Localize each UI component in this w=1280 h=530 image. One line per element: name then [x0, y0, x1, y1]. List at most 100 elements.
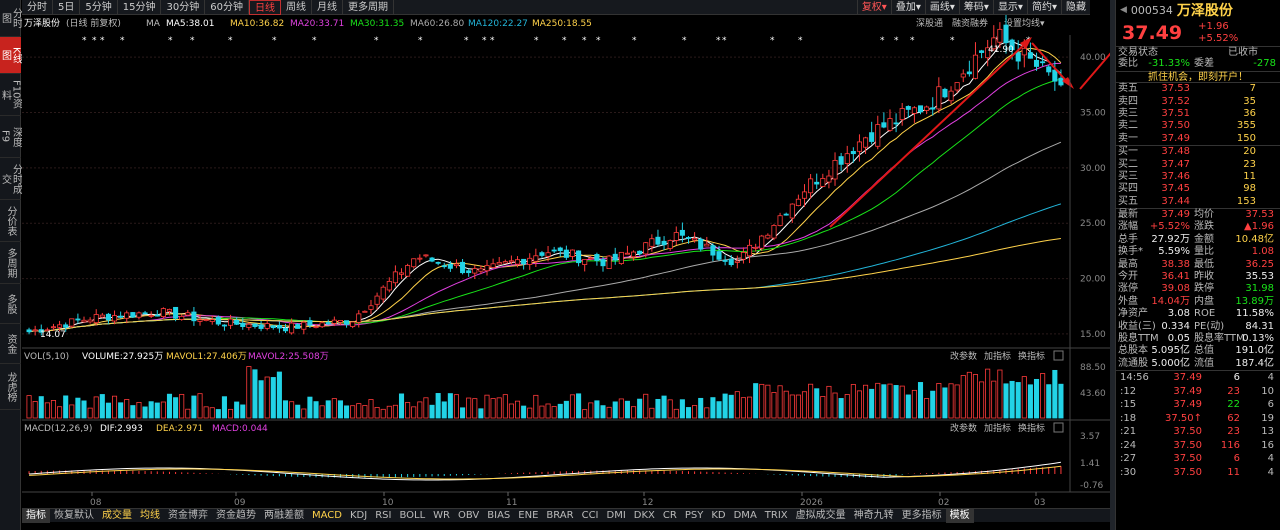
period-tab-1[interactable]: 5日	[53, 0, 81, 15]
indicator-tab-4[interactable]: 资金博弈	[168, 509, 208, 521]
indicator-tab-1[interactable]: 恢复默认	[54, 509, 94, 521]
candle	[380, 286, 386, 300]
indicator-tab-19[interactable]: CR	[662, 509, 677, 521]
volume-bar	[246, 366, 252, 419]
volume-bar	[783, 390, 789, 419]
volume-bar	[753, 383, 759, 419]
left-tab-1[interactable]: K线图	[0, 37, 22, 74]
left-tab-5[interactable]: 分价表	[0, 200, 21, 242]
indicator-tab-2[interactable]: 成交量	[102, 509, 132, 521]
tool-3[interactable]: 筹码▾	[958, 0, 993, 15]
indicator-tab-16[interactable]: CCI	[581, 509, 599, 521]
panel-btn-0-0[interactable]: 改参数	[950, 350, 977, 362]
period-tab-7[interactable]: 周线	[281, 0, 312, 15]
signal-star: *	[894, 36, 899, 46]
tool-5[interactable]: 简约▾	[1026, 0, 1061, 15]
kline-chart[interactable]: 万泽股份 (日线 前复权) MA MA5:38.01 MA10:36.82 MA…	[22, 15, 1110, 515]
candle	[551, 249, 557, 252]
candle	[63, 324, 69, 328]
chart-link-1[interactable]: 融资融券	[952, 17, 988, 29]
volume-bar	[747, 396, 753, 419]
volume-bar	[917, 382, 924, 419]
candle	[710, 245, 716, 256]
panel-btn-1-2[interactable]: 换指标	[1018, 422, 1045, 434]
chart-link-2[interactable]: 设置均线▾	[1004, 17, 1045, 29]
left-tab-4[interactable]: 分时成交	[0, 158, 22, 200]
indicator-tab-14[interactable]: ENE	[518, 509, 539, 521]
period-tab-0[interactable]: 分时	[22, 0, 53, 15]
open-account-ad[interactable]: 抓住机会，即刻开户！	[1116, 70, 1280, 84]
left-tab-3[interactable]: 深度F9	[0, 116, 22, 158]
candle	[771, 225, 777, 239]
volume-bar	[252, 369, 258, 419]
left-tab-2[interactable]: F10资料	[0, 74, 22, 116]
period-tab-3[interactable]: 15分钟	[118, 0, 162, 15]
indicator-tab-26[interactable]: 更多指标	[901, 509, 942, 521]
indicator-tab-13[interactable]: BIAS	[487, 509, 511, 521]
tool-0[interactable]: 复权▾	[856, 0, 891, 15]
period-tab-6[interactable]: 日线	[248, 0, 281, 15]
candle	[612, 253, 618, 261]
chart-link-0[interactable]: 深股通	[916, 18, 943, 29]
candle	[93, 314, 99, 324]
volume-bar	[527, 407, 533, 419]
indicator-tab-12[interactable]: OBV	[458, 509, 480, 521]
volume-bar	[887, 383, 893, 419]
volume-bar	[844, 394, 850, 419]
indicator-tab-20[interactable]: PSY	[684, 509, 704, 521]
svg-text:MAVOL1:27.406万: MAVOL1:27.406万	[166, 352, 247, 362]
indicator-tab-24[interactable]: 虚拟成交量	[795, 509, 846, 521]
left-tab-8[interactable]: 资金	[0, 324, 21, 364]
indicator-tab-10[interactable]: BOLL	[399, 509, 426, 521]
period-tab-5[interactable]: 60分钟	[205, 0, 249, 15]
panel-divider[interactable]	[1110, 0, 1115, 530]
panel-btn-0-1[interactable]: 加指标	[984, 350, 1011, 362]
close-icon[interactable]	[1053, 350, 1064, 361]
indicator-tab-27[interactable]: 模板	[945, 508, 974, 523]
indicator-tab-8[interactable]: KDJ	[349, 509, 368, 521]
indicator-tab-15[interactable]: BRAR	[546, 509, 574, 521]
tool-1[interactable]: 叠加▾	[890, 0, 925, 15]
left-tab-0[interactable]: 分时图	[0, 0, 22, 37]
indicator-tab-22[interactable]: DMA	[733, 509, 757, 521]
indicator-tab-11[interactable]: WR	[433, 509, 450, 521]
close-icon[interactable]	[1053, 422, 1064, 433]
period-tab-9[interactable]: 更多周期	[343, 0, 394, 15]
volume-bar	[905, 394, 911, 419]
candle	[44, 329, 50, 332]
period-tab-8[interactable]: 月线	[312, 0, 343, 15]
candle	[258, 324, 264, 329]
indicator-tab-21[interactable]: KD	[711, 509, 726, 521]
ma10-label: MA10:36.82	[230, 19, 284, 29]
left-tab-7[interactable]: 多股	[0, 284, 21, 324]
left-tab-6[interactable]: 多周期	[0, 242, 21, 284]
candle	[985, 47, 991, 59]
volume-bar	[618, 398, 624, 419]
left-tab-9[interactable]: 龙虎榜	[0, 364, 21, 410]
volume-bar	[704, 407, 710, 419]
indicator-tab-0[interactable]: 指标	[22, 508, 50, 523]
indicator-tab-3[interactable]: 均线	[140, 509, 160, 521]
candle	[362, 310, 368, 313]
indicator-tab-17[interactable]: DMI	[606, 509, 626, 521]
period-tab-2[interactable]: 5分钟	[80, 0, 118, 15]
indicator-tab-6[interactable]: 两融差额	[264, 509, 304, 521]
volume-bar	[154, 402, 160, 419]
panel-btn-0-2[interactable]: 换指标	[1018, 350, 1045, 362]
indicator-tab-23[interactable]: TRIX	[764, 509, 788, 521]
indicator-tab-9[interactable]: RSI	[375, 509, 392, 521]
candle	[545, 252, 551, 257]
indicator-tab-25[interactable]: 神奇九转	[853, 509, 894, 521]
panel-btn-1-0[interactable]: 改参数	[950, 422, 977, 434]
candle	[405, 265, 411, 277]
panel-btn-1-1[interactable]: 加指标	[984, 422, 1011, 434]
indicator-tab-18[interactable]: DKX	[633, 509, 655, 521]
indicator-tab-5[interactable]: 资金趋势	[216, 509, 256, 521]
tool-6[interactable]: 隐藏	[1061, 0, 1090, 15]
tool-4[interactable]: 显示▾	[992, 0, 1027, 15]
volume-bar	[490, 398, 496, 419]
signal-star: *	[994, 36, 999, 46]
tool-2[interactable]: 画线▾	[924, 0, 959, 15]
indicator-tab-7[interactable]: MACD	[312, 509, 342, 521]
period-tab-4[interactable]: 30分钟	[161, 0, 206, 15]
